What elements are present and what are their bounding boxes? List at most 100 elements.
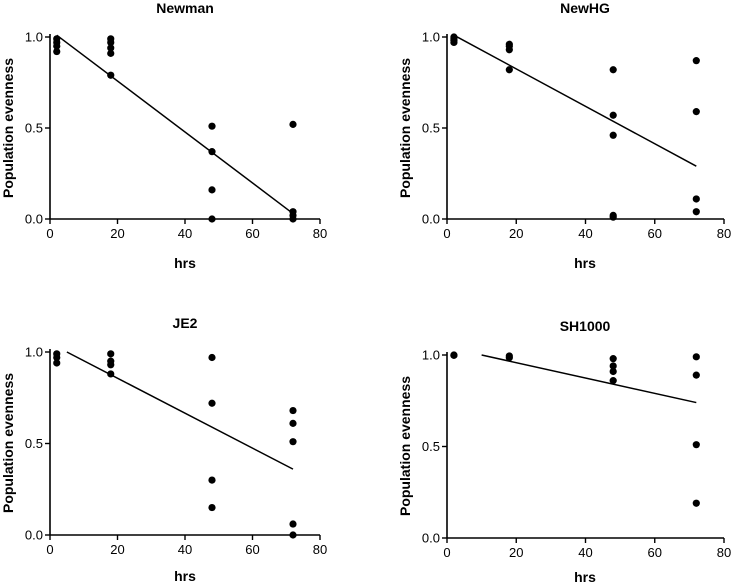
x-tick-label: 20 (509, 545, 523, 560)
x-tick-label: 0 (46, 226, 53, 241)
data-marks (53, 350, 297, 539)
data-point (289, 531, 297, 539)
y-tick-label: 0.0 (422, 212, 440, 227)
x-tick-label: 80 (717, 226, 731, 241)
panel-newhg: NewHG 0 20 40 60 80 0.0 0.5 1.0 hrs Population … (397, 0, 731, 271)
x-tick-label: 60 (648, 226, 662, 241)
x-tick-label: 60 (648, 545, 662, 560)
panel-sh1000: SH1000 0 20 40 60 80 0.0 0.5 1.0 hrs Population… (397, 318, 731, 584)
y-tick-label: 0.0 (25, 528, 43, 543)
data-point (609, 355, 617, 363)
y-tick-label: 0.5 (422, 439, 440, 454)
x-tick-label: 40 (578, 226, 592, 241)
data-point (208, 353, 216, 362)
data-point (692, 208, 700, 216)
data-point (107, 350, 115, 358)
y-tick-label: 0.5 (422, 121, 440, 136)
panel-title: NewHG (560, 0, 610, 16)
data-point (53, 42, 61, 50)
y-tick-label: 1.0 (422, 348, 440, 363)
data-marks (53, 34, 297, 223)
axes: 0 20 40 60 80 0.0 0.5 1.0 (422, 30, 731, 242)
data-point (505, 354, 513, 362)
data-point (450, 38, 458, 47)
data-point (53, 359, 61, 367)
data-point (208, 148, 216, 156)
axes: 0 20 40 60 80 0.0 0.5 1.0 (422, 348, 731, 561)
fit-line (453, 34, 697, 167)
data-point (289, 520, 297, 528)
data-point (289, 215, 297, 223)
data-point (107, 71, 115, 79)
data-point (53, 47, 61, 56)
y-axis-label: Population evenness (397, 58, 413, 198)
x-axis-label: hrs (574, 255, 596, 271)
fit-line (66, 351, 294, 470)
data-point (53, 353, 61, 362)
data-point (208, 503, 216, 512)
x-tick-label: 20 (509, 226, 523, 241)
panel-title: Newman (156, 0, 214, 16)
x-tick-label: 40 (178, 226, 192, 241)
data-marks (450, 351, 700, 507)
x-axis-label: hrs (174, 255, 196, 271)
y-tick-label: 1.0 (422, 30, 440, 45)
data-point (692, 371, 700, 379)
data-point (208, 186, 216, 194)
panel-title: JE2 (173, 315, 198, 331)
data-point (289, 419, 297, 427)
y-tick-label: 0.0 (422, 531, 440, 546)
x-tick-label: 80 (717, 545, 731, 560)
data-point (692, 57, 700, 65)
panel-newman: Newman 0 20 40 60 80 0.0 0.5 1.0 hrs Population… (0, 0, 327, 271)
x-tick-label: 20 (110, 226, 124, 241)
y-axis-label: Population evenness (0, 58, 16, 198)
panel-je2: JE2 0 20 40 60 80 0.0 0.5 1.0 hrs Population ev… (0, 315, 327, 584)
x-axis-label: hrs (574, 569, 596, 584)
data-point (609, 367, 617, 376)
data-point (208, 122, 216, 130)
data-point (289, 120, 297, 128)
x-tick-label: 0 (443, 545, 450, 560)
data-point (107, 44, 115, 52)
data-point (450, 351, 458, 359)
data-point (289, 438, 297, 446)
y-axis-label: Population evenness (397, 376, 413, 516)
y-axis-label: Population evenness (0, 373, 16, 513)
x-axis-label: hrs (174, 568, 196, 584)
data-point (505, 66, 513, 74)
x-tick-label: 80 (313, 226, 327, 241)
data-point (107, 38, 115, 47)
data-point (609, 213, 617, 221)
panel-title: SH1000 (560, 318, 611, 334)
x-tick-label: 0 (46, 542, 53, 557)
data-point (505, 46, 513, 54)
data-point (289, 406, 297, 415)
data-marks (450, 33, 700, 221)
y-tick-label: 1.0 (25, 345, 43, 360)
data-point (107, 361, 115, 369)
axes: 0 20 40 60 80 0.0 0.5 1.0 (25, 345, 327, 558)
data-point (208, 399, 216, 407)
data-point (609, 131, 617, 139)
x-tick-label: 60 (245, 226, 259, 241)
data-point (692, 195, 700, 203)
x-tick-label: 20 (110, 542, 124, 557)
y-tick-label: 0.5 (25, 436, 43, 451)
data-point (208, 215, 216, 223)
data-point (609, 362, 617, 370)
y-tick-label: 1.0 (25, 30, 43, 45)
axes: 0 20 40 60 80 0.0 0.5 1.0 (25, 30, 327, 242)
fit-line (481, 354, 697, 404)
data-point (609, 377, 617, 385)
data-point (609, 111, 617, 119)
x-tick-label: 80 (313, 542, 327, 557)
x-tick-label: 0 (443, 226, 450, 241)
data-point (692, 499, 700, 507)
data-point (107, 49, 115, 57)
data-point (692, 353, 700, 361)
data-point (692, 108, 700, 116)
x-tick-label: 40 (578, 545, 592, 560)
y-tick-label: 0.5 (25, 121, 43, 136)
